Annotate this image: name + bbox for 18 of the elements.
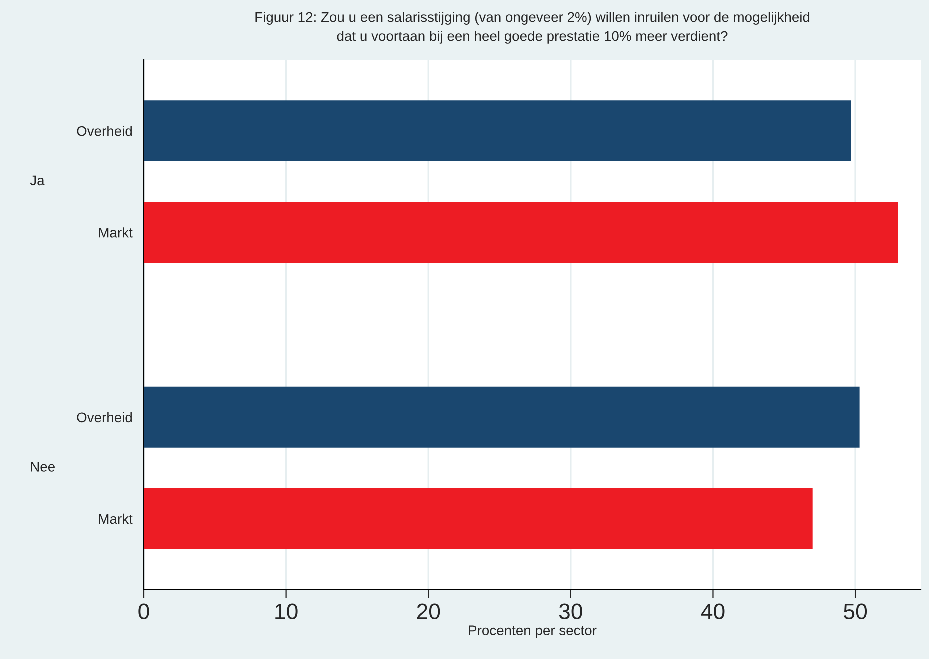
bar <box>144 202 898 264</box>
text: Markt <box>99 514 133 524</box>
x-tick-label: 0 <box>138 604 150 620</box>
bar <box>144 100 852 162</box>
x-tick-label: 30 <box>559 604 582 620</box>
series-label: Overheid <box>77 126 132 136</box>
text: Overheid <box>77 412 132 423</box>
x-tick-label: 50 <box>844 604 868 620</box>
bar <box>144 386 860 448</box>
series-label: Markt <box>99 228 133 238</box>
x-tick-label: 40 <box>701 604 725 620</box>
bar <box>144 488 813 550</box>
x-tick-label: 10 <box>276 604 298 620</box>
y-tick-label: Ja <box>30 176 45 186</box>
x-tick-label: 20 <box>417 604 440 620</box>
chart-title: Figuur 12: Zou u een salarisstijging (van ongeveer 2%) willen inruilen voor de mogelijkheid dat u voortaan bij een heel goede prestatie 10% meer verdient? <box>256 12 810 44</box>
y-tick-label: Nee <box>31 462 55 472</box>
x-axis-title: Procenten per sector <box>469 626 597 638</box>
